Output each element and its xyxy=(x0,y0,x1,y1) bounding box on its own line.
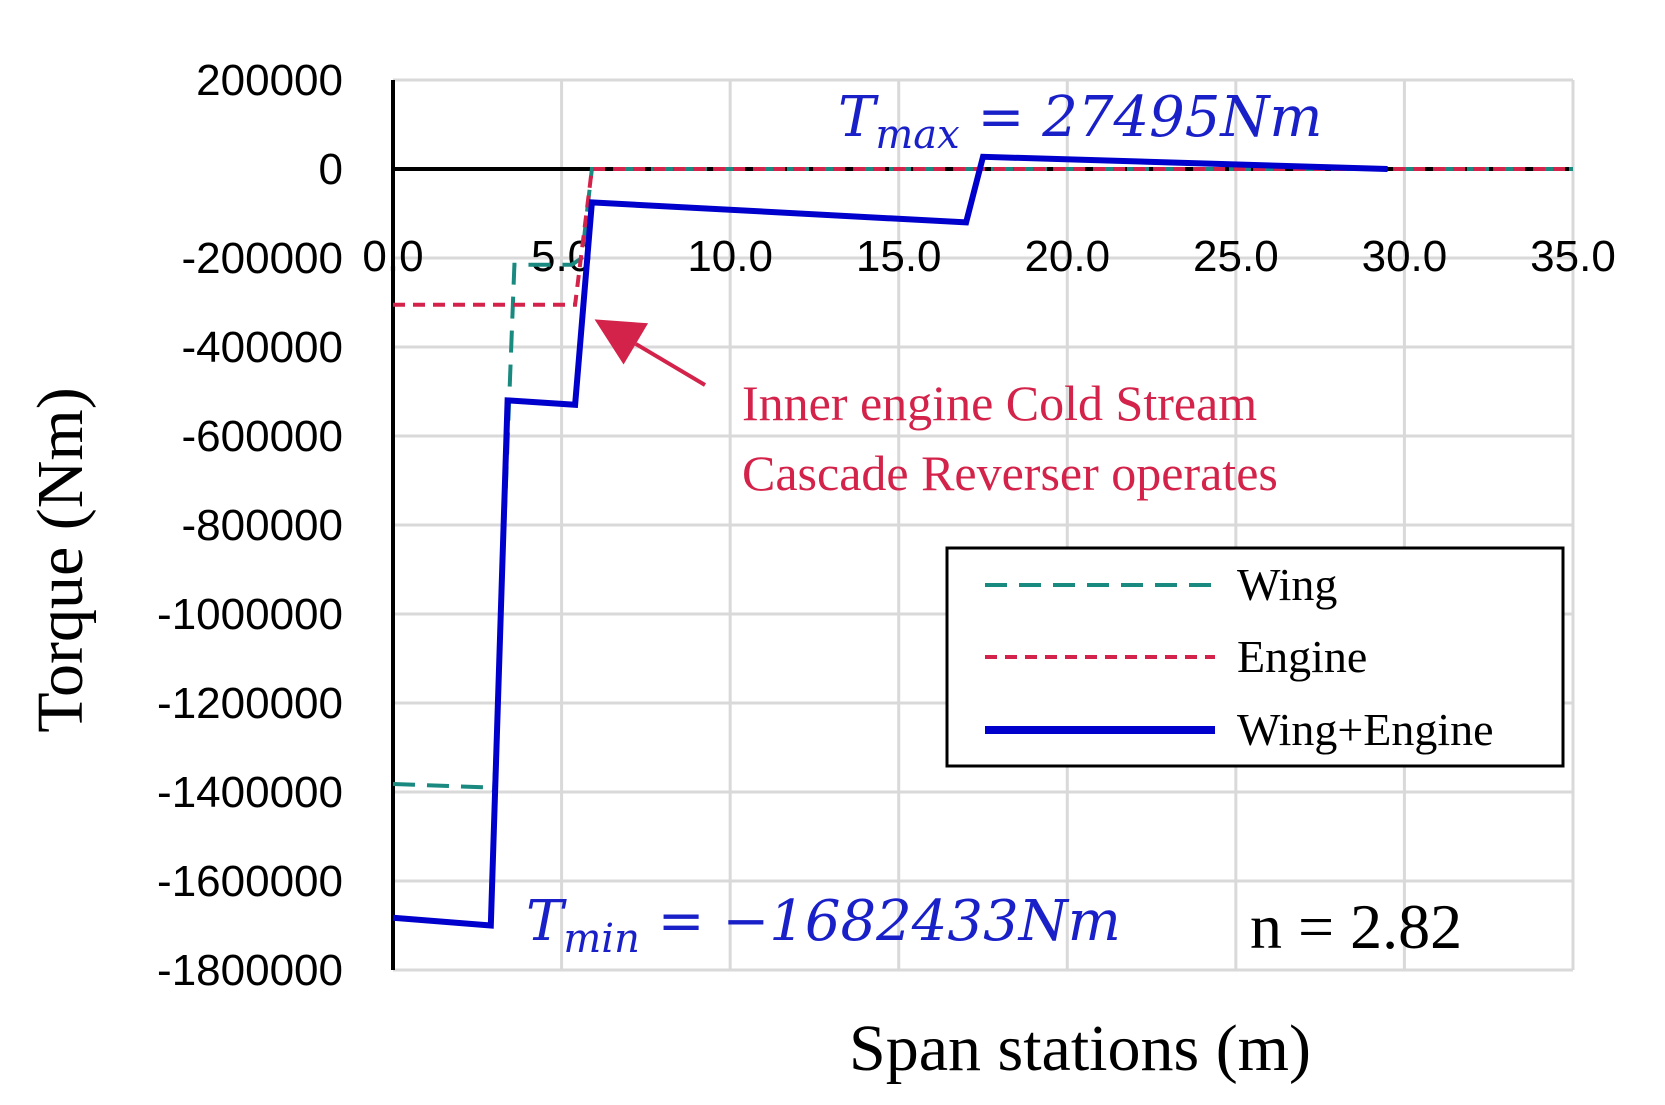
legend-label-wing-engine: Wing+Engine xyxy=(1237,704,1494,755)
y-tick-label: -1200000 xyxy=(157,679,343,728)
y-tick-label: -1000000 xyxy=(157,590,343,639)
legend-label-engine: Engine xyxy=(1237,631,1367,682)
x-tick-label: 0.0 xyxy=(362,232,423,281)
tmax-subscript: max xyxy=(875,112,959,158)
tmin-label: Tmin = −1682433Nm xyxy=(526,889,1121,962)
tmax-label: Tmax = 27495Nm xyxy=(838,85,1322,158)
series-line-engine xyxy=(393,167,1573,307)
tmax-value: = 27495Nm xyxy=(960,85,1323,150)
x-tick-label: 10.0 xyxy=(687,232,773,281)
x-axis-title: Span stations (m) xyxy=(849,1012,1311,1085)
x-tick-label: 15.0 xyxy=(856,232,942,281)
annotation-text-line1: Inner engine Cold Stream xyxy=(742,375,1257,431)
y-tick-label: -800000 xyxy=(182,501,343,550)
x-tick-label: 35.0 xyxy=(1530,232,1616,281)
series-line-wing-engine xyxy=(392,153,1388,929)
x-tick-label: 25.0 xyxy=(1193,232,1279,281)
y-tick-label: -600000 xyxy=(182,412,343,461)
series-group xyxy=(392,153,1573,929)
legend-label-wing: Wing xyxy=(1237,559,1337,610)
y-tick-label: -1400000 xyxy=(157,768,343,817)
x-tick-label: 30.0 xyxy=(1362,232,1448,281)
y-tick-label: -400000 xyxy=(182,323,343,372)
tmin-symbol: T xyxy=(526,889,567,954)
arrow-line xyxy=(634,342,707,387)
tmin-value: = −1682433Nm xyxy=(640,889,1121,954)
y-tick-label: -1600000 xyxy=(157,857,343,906)
grid xyxy=(391,78,1575,972)
legend: Wing Engine Wing+Engine xyxy=(945,546,1565,768)
y-axis-title: Torque (Nm) xyxy=(24,387,97,732)
y-tick-label: -1800000 xyxy=(157,946,343,995)
n-label: n = 2.82 xyxy=(1250,891,1462,962)
tmax-symbol: T xyxy=(838,85,879,150)
y-tick-label: 200000 xyxy=(196,56,343,105)
annotation-arrow xyxy=(594,319,707,387)
tick-labels: 200000 0 -200000 -400000 -600000 -800000 -1000… xyxy=(157,56,1616,995)
tmin-subscript: min xyxy=(563,916,639,962)
annotation-text-line2: Cascade Reverser operates xyxy=(742,445,1278,501)
x-tick-label: 20.0 xyxy=(1024,232,1110,281)
y-tick-label: 0 xyxy=(319,145,343,194)
y-tick-label: -200000 xyxy=(182,234,343,283)
arrow-head xyxy=(594,319,649,365)
